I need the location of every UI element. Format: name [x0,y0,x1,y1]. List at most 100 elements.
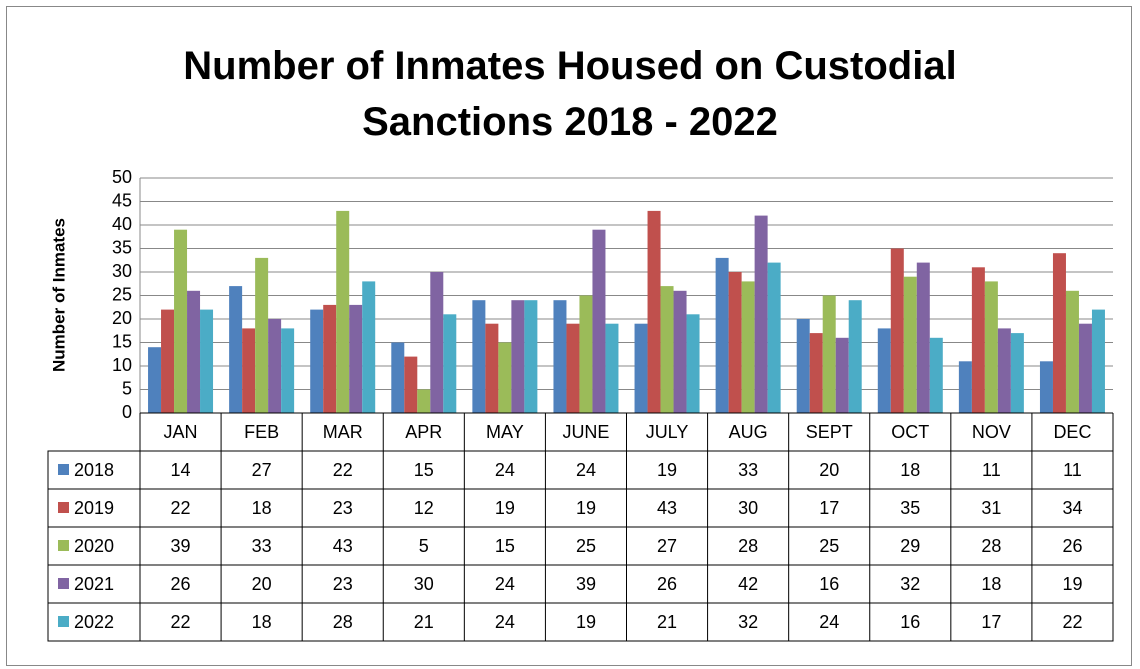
bar [336,210,350,413]
x-tick-label: FEB [244,422,279,442]
table-value: 34 [1062,498,1082,518]
bar [472,300,486,413]
bar [391,342,405,413]
table-value: 12 [414,498,434,518]
bar [310,309,324,413]
table-value: 11 [1063,460,1082,480]
table-value: 21 [414,612,434,632]
bar [417,389,431,413]
bar [767,262,781,413]
table-value: 11 [982,460,1001,480]
x-tick-label: AUG [729,422,768,442]
table-value: 28 [738,536,758,556]
table-value: 32 [900,574,920,594]
table-value: 5 [419,536,429,556]
legend-swatch [58,540,69,551]
table-value: 24 [819,612,839,632]
bar [809,333,823,413]
table-value: 16 [900,612,920,632]
table-value: 19 [495,498,515,518]
bar [1065,290,1079,413]
bar [1091,309,1105,413]
bar [929,337,943,413]
table-value: 30 [414,574,434,594]
table-value: 18 [900,460,920,480]
table-value: 18 [981,574,1001,594]
bar [848,300,862,413]
x-tick-label: APR [405,422,442,442]
bar [1052,253,1066,413]
table-value: 23 [333,574,353,594]
bar [362,281,376,413]
table-value: 16 [819,574,839,594]
bar [174,229,188,413]
table-value: 33 [252,536,272,556]
table-value: 20 [252,574,272,594]
table-value: 23 [333,498,353,518]
table-value: 17 [981,612,1001,632]
table-value: 19 [576,498,596,518]
table-value: 32 [738,612,758,632]
x-tick-label: OCT [891,422,929,442]
table-value: 22 [171,612,191,632]
y-tick-label: 50 [112,167,132,187]
legend-label: 2020 [74,536,114,556]
x-tick-label: MAY [486,422,524,442]
bar [443,314,457,413]
bar [754,215,768,413]
table-value: 24 [495,574,515,594]
legend-swatch [58,578,69,589]
bar [281,328,295,413]
bar [255,257,269,413]
legend-swatch [58,616,69,627]
table-value: 30 [738,498,758,518]
bar [485,323,499,413]
bar [997,328,1011,413]
table-value: 27 [252,460,272,480]
y-tick-label: 0 [122,402,132,422]
bar [958,361,972,413]
y-tick-label: 5 [122,378,132,398]
table-value: 15 [495,536,515,556]
bar [268,319,282,413]
table-value: 28 [333,612,353,632]
legend-swatch [58,464,69,475]
bar [835,337,849,413]
bar [673,290,687,413]
table-value: 24 [495,612,515,632]
bar [1039,361,1053,413]
bar [822,295,836,413]
bar [161,309,175,413]
table-value: 42 [738,574,758,594]
bar [686,314,700,413]
table-value: 18 [252,612,272,632]
table-value: 17 [819,498,839,518]
bar [916,262,930,413]
bar [971,267,985,413]
legend-label: 2018 [74,460,114,480]
table-value: 24 [576,460,596,480]
bar [148,347,162,413]
legend-swatch [58,502,69,513]
bar [498,342,512,413]
table-value: 20 [819,460,839,480]
table-value: 15 [414,460,434,480]
table-value: 39 [171,536,191,556]
bar [229,286,243,413]
bar [890,248,904,413]
bar [634,323,648,413]
y-tick-label: 45 [112,190,132,210]
bar [715,257,729,413]
bar [553,300,567,413]
bar [566,323,580,413]
table-value: 25 [819,536,839,556]
bar [903,276,917,413]
y-tick-label: 10 [112,355,132,375]
legend-label: 2021 [74,574,114,594]
table-value: 19 [576,612,596,632]
table-value: 25 [576,536,596,556]
x-tick-label: JAN [164,422,198,442]
bar [579,295,593,413]
bar [605,323,619,413]
